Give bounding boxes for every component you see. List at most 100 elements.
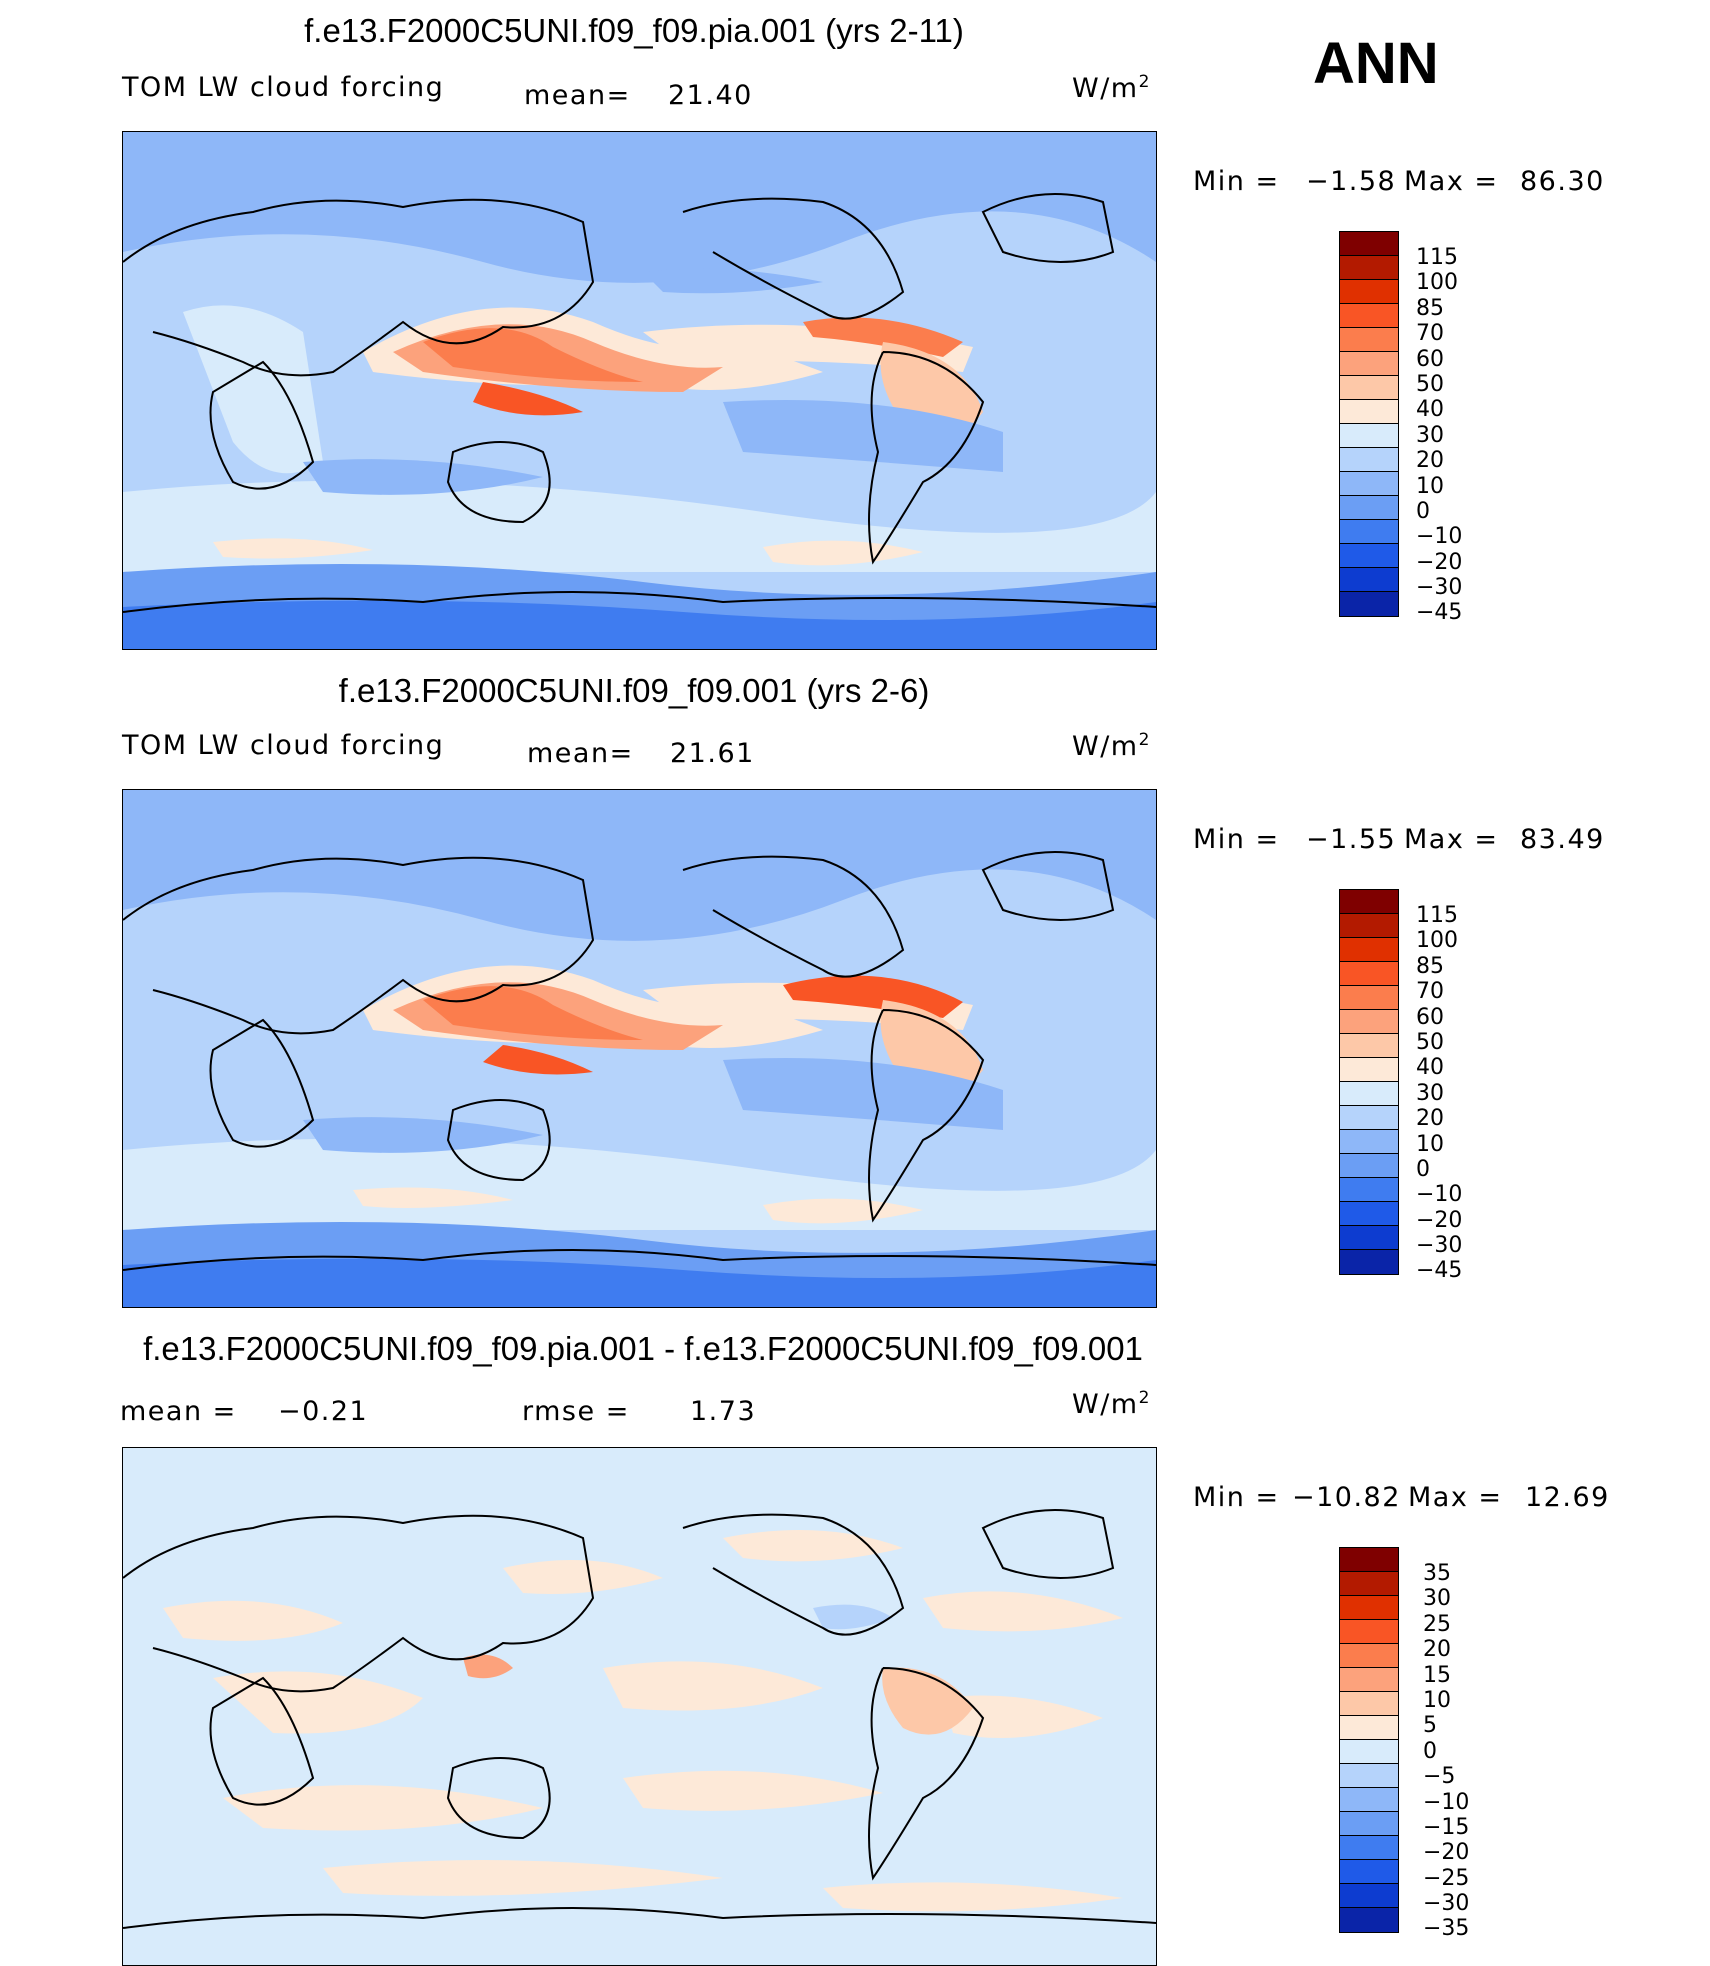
colorbar-swatch xyxy=(1340,400,1398,424)
colorbar-swatch xyxy=(1340,1034,1398,1058)
colorbar-tick: 0 xyxy=(1416,498,1430,524)
panel-2-min-value: −1.55 xyxy=(1306,824,1397,855)
panel-3-title: f.e13.F2000C5UNI.f09_f09.pia.001 - f.e13… xyxy=(143,1330,1143,1367)
panel-1-unit: W/m2 xyxy=(1072,72,1151,104)
colorbar-swatch xyxy=(1340,1130,1398,1154)
panel-2-min-label: Min = xyxy=(1193,824,1280,855)
colorbar-tick: −20 xyxy=(1416,1207,1463,1233)
colorbar-swatch xyxy=(1340,1106,1398,1130)
colorbar-swatch xyxy=(1340,592,1398,616)
colorbar-tick: 85 xyxy=(1416,295,1444,321)
colorbar-tick: 115 xyxy=(1416,903,1458,928)
colorbar-swatch xyxy=(1340,986,1398,1010)
colorbar-swatch xyxy=(1340,1716,1398,1740)
colorbar-swatch xyxy=(1340,1548,1398,1572)
colorbar-tick: −35 xyxy=(1423,1916,1470,1942)
panel-1-mean-label: mean= xyxy=(524,80,631,111)
panel-3-mean-label: mean = xyxy=(120,1396,237,1427)
colorbar-tick: 30 xyxy=(1416,1080,1444,1106)
colorbar-tick: −10 xyxy=(1423,1789,1470,1815)
panel-2-colorbar xyxy=(1339,889,1399,1275)
panel-1-max-label: Max = xyxy=(1404,166,1499,197)
colorbar-tick: 50 xyxy=(1416,371,1444,397)
colorbar-swatch xyxy=(1340,1884,1398,1908)
panel-1-colorbar xyxy=(1339,231,1399,617)
colorbar-swatch xyxy=(1340,1250,1398,1274)
panel-2-field xyxy=(123,790,1156,1307)
colorbar-tick: −10 xyxy=(1416,1182,1463,1208)
colorbar-swatch xyxy=(1340,1572,1398,1596)
panel-1-colorbar-ticks: 115 100 85 70 60 50 40 30 20 10 0 −10 −2… xyxy=(1416,245,1462,626)
colorbar-swatch xyxy=(1340,1812,1398,1836)
colorbar-swatch xyxy=(1340,1644,1398,1668)
panel-1-map xyxy=(122,131,1157,650)
colorbar-swatch xyxy=(1340,328,1398,352)
colorbar-swatch xyxy=(1340,1154,1398,1178)
colorbar-tick: −30 xyxy=(1416,575,1463,601)
colorbar-swatch xyxy=(1340,424,1398,448)
colorbar-tick: 70 xyxy=(1416,979,1444,1005)
colorbar-tick: −20 xyxy=(1423,1840,1470,1866)
colorbar-tick: 50 xyxy=(1416,1029,1444,1055)
panel-3-mean-value: −0.21 xyxy=(278,1396,369,1427)
panel-3-rmse-value: 1.73 xyxy=(690,1396,757,1427)
colorbar-tick: −20 xyxy=(1416,549,1463,575)
colorbar-swatch xyxy=(1340,544,1398,568)
colorbar-tick: 25 xyxy=(1423,1611,1451,1637)
colorbar-swatch xyxy=(1340,1764,1398,1788)
colorbar-tick: 60 xyxy=(1416,346,1444,372)
panel-2-max-label: Max = xyxy=(1404,824,1499,855)
colorbar-tick: −5 xyxy=(1423,1764,1456,1790)
colorbar-tick: 40 xyxy=(1416,1055,1444,1081)
colorbar-tick: −10 xyxy=(1416,524,1463,550)
colorbar-swatch xyxy=(1340,890,1398,914)
colorbar-tick: 10 xyxy=(1416,473,1444,499)
colorbar-swatch xyxy=(1340,376,1398,400)
colorbar-tick: −45 xyxy=(1416,1258,1463,1284)
colorbar-swatch xyxy=(1340,568,1398,592)
colorbar-swatch xyxy=(1340,1692,1398,1716)
colorbar-tick: 0 xyxy=(1423,1738,1437,1764)
panel-3-max-value: 12.69 xyxy=(1525,1482,1610,1513)
colorbar-swatch xyxy=(1340,1740,1398,1764)
panel-2-map xyxy=(122,789,1157,1308)
colorbar-tick: 10 xyxy=(1416,1131,1444,1157)
colorbar-tick: −30 xyxy=(1416,1233,1463,1259)
colorbar-tick: 70 xyxy=(1416,321,1444,347)
panel-2-variable: TOM LW cloud forcing xyxy=(122,730,445,761)
panel-3-min-value: −10.82 xyxy=(1292,1482,1401,1513)
colorbar-tick: 10 xyxy=(1423,1687,1451,1713)
panel-2-mean-label: mean= xyxy=(527,738,634,769)
panel-3-colorbar-ticks: 35 30 25 20 15 10 5 0 −5 −10 −15 −20 −25… xyxy=(1423,1561,1469,1942)
colorbar-swatch xyxy=(1340,1836,1398,1860)
colorbar-swatch xyxy=(1340,1620,1398,1644)
colorbar-swatch xyxy=(1340,962,1398,986)
colorbar-swatch xyxy=(1340,304,1398,328)
colorbar-swatch xyxy=(1340,496,1398,520)
panel-2-title: f.e13.F2000C5UNI.f09_f09.001 (yrs 2-6) xyxy=(338,672,930,709)
panel-1-variable: TOM LW cloud forcing xyxy=(122,72,445,103)
colorbar-swatch xyxy=(1340,256,1398,280)
panel-3-colorbar xyxy=(1339,1547,1399,1933)
colorbar-swatch xyxy=(1340,1860,1398,1884)
panel-1-min-value: −1.58 xyxy=(1306,166,1397,197)
panel-1-field xyxy=(123,132,1156,649)
colorbar-swatch xyxy=(1340,232,1398,256)
colorbar-tick: −30 xyxy=(1423,1891,1470,1917)
colorbar-tick: 35 xyxy=(1423,1561,1451,1586)
colorbar-swatch xyxy=(1340,1058,1398,1082)
colorbar-swatch xyxy=(1340,1596,1398,1620)
panel-3-rmse-label: rmse = xyxy=(522,1396,630,1427)
colorbar-swatch xyxy=(1340,1226,1398,1250)
colorbar-tick: 0 xyxy=(1416,1156,1430,1182)
colorbar-swatch xyxy=(1340,448,1398,472)
colorbar-swatch xyxy=(1340,1010,1398,1034)
colorbar-tick: −25 xyxy=(1423,1865,1470,1891)
panel-2-mean-value: 21.61 xyxy=(670,738,755,769)
panel-3-max-label: Max = xyxy=(1408,1482,1503,1513)
panel-1-title: f.e13.F2000C5UNI.f09_f09.pia.001 (yrs 2-… xyxy=(304,12,964,49)
panel-1-max-value: 86.30 xyxy=(1520,166,1605,197)
colorbar-tick: 30 xyxy=(1416,422,1444,448)
colorbar-tick: 60 xyxy=(1416,1004,1444,1030)
colorbar-tick: −45 xyxy=(1416,600,1463,626)
